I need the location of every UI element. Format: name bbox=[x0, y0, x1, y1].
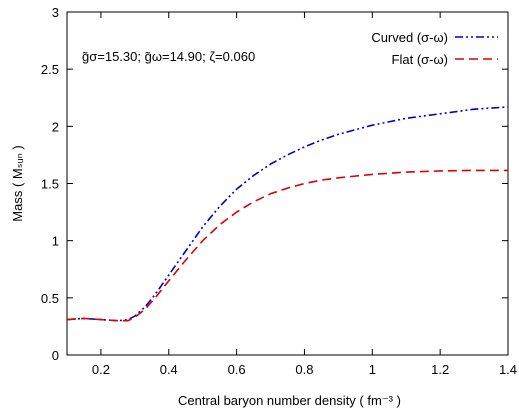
x-tick-label: 0.4 bbox=[160, 362, 178, 377]
x-tick-label: 0.8 bbox=[295, 362, 313, 377]
y-tick-label: 0.5 bbox=[41, 291, 59, 306]
y-tick-label: 1.5 bbox=[41, 177, 59, 192]
y-tick-label: 2.5 bbox=[41, 62, 59, 77]
parameter-annotation: g̃σ=15.30; g̃ω=14.90; ζ=0.060 bbox=[82, 49, 255, 64]
series-lines bbox=[66, 106, 509, 322]
x-tick-label: 1.2 bbox=[431, 362, 449, 377]
legend: Curved (σ-ω) Flat (σ-ω) bbox=[371, 30, 498, 67]
y-tick-label: 0 bbox=[52, 348, 59, 363]
x-tick-label: 0.2 bbox=[92, 362, 110, 377]
series-line-1 bbox=[66, 169, 508, 322]
axes: 0.2 0.4 0.6 0.8 1 1.2 1.4 0 0.5 1 1.5 2 2.5 3 bbox=[41, 5, 517, 377]
y-axis-title: Mass ( Mₛᵤₙ ) bbox=[10, 145, 25, 221]
y-tick-label: 2 bbox=[52, 119, 59, 134]
legend-label-1: Flat (σ-ω) bbox=[392, 52, 448, 67]
legend-label-0: Curved (σ-ω) bbox=[371, 30, 448, 45]
x-tick-label: 1 bbox=[369, 362, 376, 377]
x-tick-label: 0.6 bbox=[228, 362, 246, 377]
x-axis-title: Central baryon number density ( fm⁻³ ) bbox=[178, 393, 401, 408]
y-tick-label: 3 bbox=[52, 5, 59, 20]
x-tick-label: 1.4 bbox=[499, 362, 517, 377]
series-line-0 bbox=[66, 106, 509, 322]
y-tick-label: 1 bbox=[52, 234, 59, 249]
